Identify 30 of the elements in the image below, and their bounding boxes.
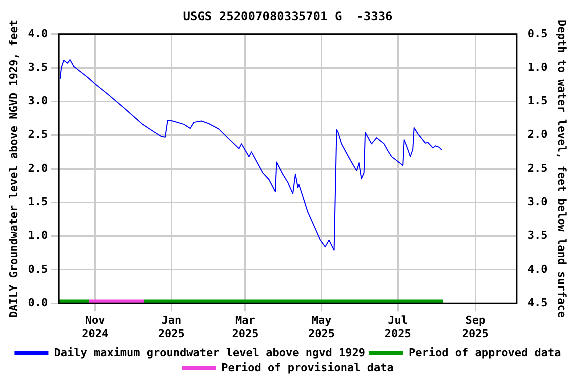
x-tick-label: May 2025: [308, 314, 336, 340]
y2-tick-label: 2.5: [528, 162, 548, 175]
y-tick-label: 3.0: [28, 94, 48, 108]
y-tick-label: 4.0: [28, 27, 48, 40]
y-axis-title: DAILY Groundwater level above NGVD 1929, feet: [7, 20, 20, 318]
y2-tick-label: 1.5: [528, 94, 548, 108]
x-tick-label: Nov 2024: [82, 314, 109, 340]
x-tick-label: Mar 2025: [232, 314, 259, 340]
chart-title: USGS 252007080335701 G -3336: [183, 9, 393, 24]
y-tick-label: 0.0: [28, 296, 48, 310]
y-tick-label: 0.5: [28, 262, 48, 276]
y-tick-label: 1.0: [28, 229, 48, 242]
y-tick-label: 2.0: [28, 162, 48, 175]
y-tick-label: 1.5: [28, 196, 48, 209]
legend-label: Period of provisional data: [222, 361, 394, 374]
y2-tick-label: 2.0: [528, 128, 548, 142]
y2-tick-label: 4.5: [528, 296, 548, 310]
x-tick-label: Jul 2025: [384, 314, 412, 340]
y2-axis-title: Depth to water level, feet below land surface: [556, 20, 569, 318]
y2-tick-label: 1.0: [528, 60, 548, 74]
x-tick-label: Jan 2025: [158, 314, 185, 340]
y2-tick-label: 0.5: [528, 27, 548, 40]
y-tick-label: 2.5: [28, 128, 48, 142]
y2-tick-label: 3.0: [528, 196, 548, 209]
y2-tick-label: 4.0: [528, 262, 548, 276]
x-tick-label: Sep 2025: [462, 314, 489, 340]
legend-label: Period of approved data: [408, 346, 562, 360]
y-tick-label: 3.5: [28, 60, 48, 74]
legend-label: Daily maximum groundwater level above ngvd 1929: [54, 346, 366, 360]
y2-tick-label: 3.5: [528, 229, 548, 242]
